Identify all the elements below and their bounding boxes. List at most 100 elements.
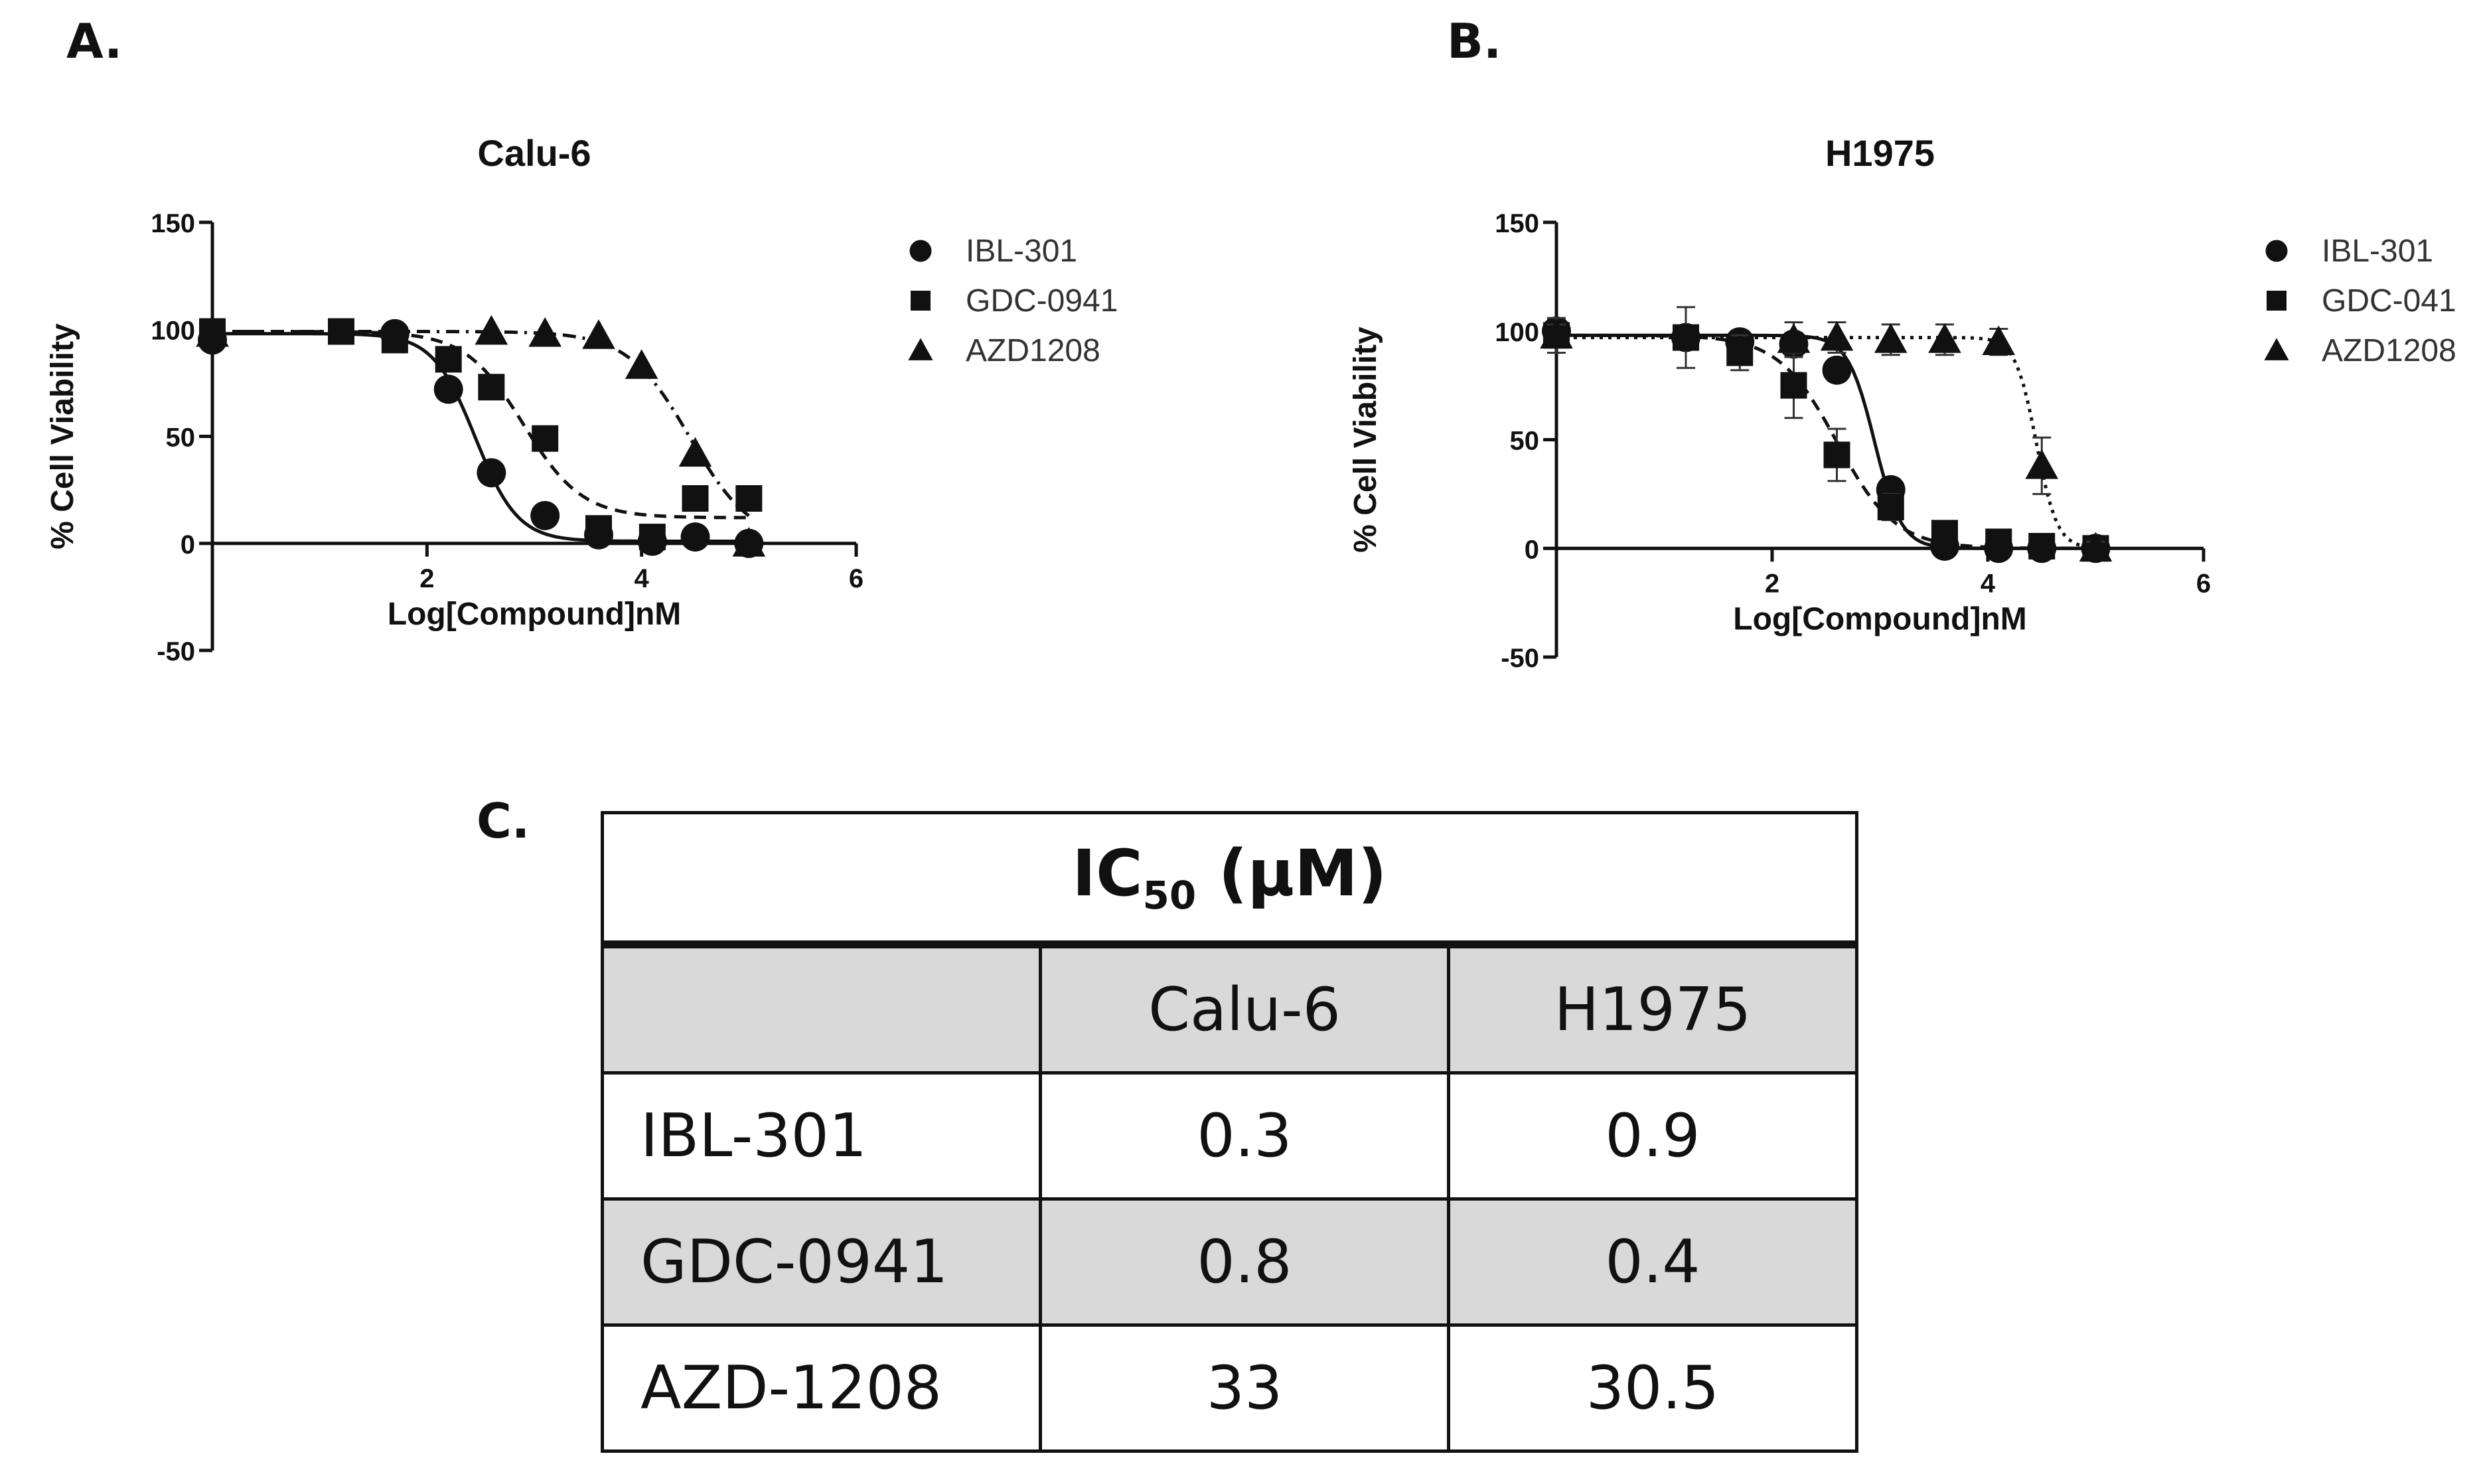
legend-label: GDC-041 — [2322, 283, 2456, 319]
panel-label-c: C. — [477, 793, 530, 849]
y-tick-label: -50 — [157, 637, 195, 666]
legend-label: AZD1208 — [966, 333, 1100, 368]
table-cell-compound: GDC-0941 — [601, 1197, 1042, 1327]
legend-label: IBL-301 — [966, 234, 1077, 269]
data-point — [625, 349, 658, 379]
table-header-cell — [601, 942, 1042, 1075]
y-tick-label: 0 — [1525, 535, 1539, 564]
data-point — [1928, 323, 1961, 353]
legend-marker — [909, 240, 932, 262]
data-point — [682, 485, 709, 512]
table-cell: 0.9 — [1447, 1071, 1858, 1201]
table-cell: 0.3 — [1039, 1071, 1450, 1201]
series-gdc-041 — [1543, 306, 2109, 562]
x-axis-label: Log[Compound]nM — [1733, 601, 2027, 636]
panel-label-b: B. — [1447, 13, 1502, 69]
data-point — [477, 458, 506, 488]
x-tick-label: 4 — [635, 564, 650, 593]
legend-label: AZD1208 — [2322, 333, 2456, 368]
data-point — [1982, 325, 2016, 355]
data-point — [433, 374, 463, 404]
table-title-row: IC50 (µM) — [601, 811, 1858, 948]
data-point — [1985, 528, 2012, 556]
data-point — [435, 346, 462, 373]
fit-curve — [212, 330, 750, 518]
table-title: IC50 (µM) — [601, 811, 1858, 948]
y-tick-label: -50 — [1501, 644, 1539, 673]
data-point — [1540, 319, 1573, 349]
data-point — [196, 317, 229, 347]
chart-title: Calu-6 — [477, 132, 591, 174]
legend-label: IBL-301 — [2322, 234, 2433, 269]
table-row: GDC-0941 0.8 0.4 — [601, 1197, 1858, 1327]
fit-curve — [212, 330, 749, 520]
y-tick-label: 150 — [151, 209, 195, 238]
y-tick-label: 150 — [1495, 209, 1539, 238]
series-ibl-301 — [198, 319, 764, 558]
data-point — [1780, 372, 1807, 399]
legend-marker — [2264, 338, 2289, 360]
data-point — [475, 315, 508, 345]
legend-marker — [2267, 291, 2287, 311]
table-cell: 0.8 — [1039, 1197, 1450, 1327]
y-axis-label: % Cell Viability — [1348, 327, 1383, 553]
data-point — [638, 524, 666, 551]
data-point — [1820, 321, 1854, 351]
data-point — [1874, 323, 1908, 353]
y-tick-label: 100 — [151, 316, 195, 345]
series-azd1208 — [196, 315, 766, 557]
legend-marker — [2265, 240, 2288, 262]
x-tick-label: 6 — [2196, 569, 2211, 598]
y-tick-label: 100 — [1495, 318, 1539, 347]
table-header-row: Calu-6 H1975 — [601, 942, 1858, 1075]
data-point — [2079, 532, 2113, 562]
y-tick-label: 0 — [181, 530, 195, 559]
data-point — [678, 437, 712, 467]
series-azd1208 — [1540, 319, 2113, 562]
data-point — [1823, 441, 1850, 469]
y-tick-label: 50 — [166, 423, 196, 453]
data-point — [585, 515, 612, 542]
fit-curve — [212, 332, 749, 543]
data-point — [2025, 449, 2059, 479]
data-point — [1822, 355, 1852, 385]
table-title-main: IC — [1072, 836, 1143, 911]
table-cell-compound: IBL-301 — [601, 1071, 1042, 1201]
data-point — [528, 317, 562, 347]
table-cell: 0.4 — [1447, 1197, 1858, 1327]
table-cell: 30.5 — [1447, 1323, 1858, 1453]
series-gdc-0941 — [199, 318, 763, 551]
ic50-table: IC50 (µM) Calu-6 H1975 IBL-301 0.3 0.9 G… — [601, 811, 1858, 1453]
y-tick-label: 50 — [1510, 427, 1540, 456]
x-axis-label: Log[Compound]nM — [388, 597, 682, 632]
legend-marker — [908, 338, 933, 360]
table-header-cell: H1975 — [1447, 942, 1858, 1075]
x-tick-label: 4 — [1981, 569, 1996, 598]
chart-title: H1975 — [1825, 132, 1935, 174]
data-point — [2028, 532, 2056, 559]
panel-label-a: A. — [66, 13, 123, 69]
table-title-unit: (µM) — [1196, 836, 1387, 911]
chart-h1975: H1975 -50 0 50 100 150 2 4 6 Log[Compound]nM % Cel… — [1348, 132, 2456, 673]
data-point — [582, 319, 615, 349]
data-point — [1877, 494, 1904, 521]
x-tick-label: 2 — [1765, 569, 1779, 598]
data-point — [1931, 520, 1958, 547]
data-point — [532, 425, 559, 452]
legend-marker — [911, 291, 931, 311]
table-row: IBL-301 0.3 0.9 — [601, 1071, 1858, 1201]
chart-calu-6: Calu-6 -50 0 50 100 150 2 4 6 Log[Compound]nM % Ce… — [45, 132, 1118, 666]
data-point — [530, 500, 560, 530]
y-axis-label: % Cell Viability — [45, 323, 80, 550]
data-point — [1726, 339, 1754, 366]
legend-label: GDC-0941 — [966, 283, 1118, 319]
data-point — [478, 374, 505, 401]
table-header-cell: Calu-6 — [1039, 942, 1450, 1075]
data-point — [735, 485, 763, 512]
table-title-subscript: 50 — [1142, 873, 1197, 919]
table-cell: 33 — [1039, 1323, 1450, 1453]
x-tick-label: 2 — [419, 564, 434, 593]
table-row: AZD-1208 33 30.5 — [601, 1323, 1858, 1453]
data-point — [680, 522, 710, 552]
table-cell-compound: AZD-1208 — [601, 1323, 1042, 1453]
